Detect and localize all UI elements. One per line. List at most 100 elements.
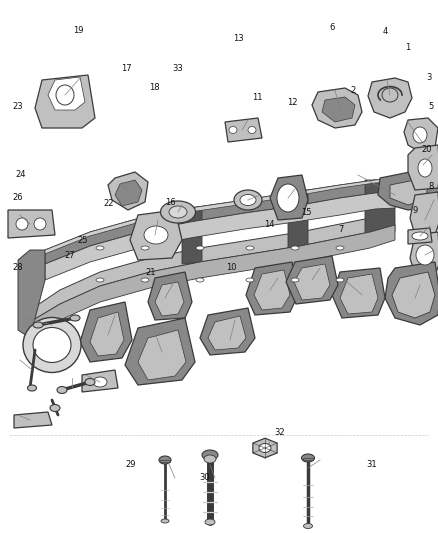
Polygon shape (368, 78, 412, 118)
Polygon shape (390, 180, 428, 205)
Ellipse shape (85, 378, 95, 385)
Polygon shape (246, 262, 298, 315)
Ellipse shape (234, 190, 262, 210)
Polygon shape (208, 316, 246, 350)
Ellipse shape (144, 226, 168, 244)
Text: 31: 31 (366, 461, 377, 469)
Ellipse shape (246, 246, 254, 250)
Text: 26: 26 (12, 193, 23, 201)
Polygon shape (8, 210, 55, 238)
Ellipse shape (50, 405, 60, 411)
Text: 2: 2 (350, 86, 355, 95)
Ellipse shape (277, 184, 299, 212)
Polygon shape (392, 272, 435, 318)
Text: 8: 8 (429, 182, 434, 191)
Ellipse shape (291, 246, 299, 250)
Ellipse shape (202, 450, 218, 460)
Polygon shape (30, 218, 395, 322)
Polygon shape (410, 192, 438, 235)
Text: 27: 27 (64, 252, 74, 260)
Polygon shape (410, 232, 438, 275)
Polygon shape (125, 318, 195, 385)
Polygon shape (35, 75, 95, 128)
Ellipse shape (70, 315, 80, 321)
Polygon shape (45, 192, 395, 280)
Ellipse shape (96, 246, 104, 250)
Ellipse shape (16, 218, 28, 230)
Text: 19: 19 (73, 27, 83, 35)
Text: 29: 29 (125, 461, 136, 469)
Ellipse shape (336, 278, 344, 282)
Ellipse shape (418, 159, 432, 177)
Ellipse shape (240, 195, 256, 206)
Polygon shape (30, 225, 395, 338)
Text: 22: 22 (103, 199, 114, 208)
Polygon shape (45, 180, 395, 264)
Text: 20: 20 (422, 145, 432, 154)
Ellipse shape (304, 523, 312, 529)
Ellipse shape (291, 278, 299, 282)
Ellipse shape (23, 318, 81, 373)
Ellipse shape (34, 218, 46, 230)
Polygon shape (14, 412, 52, 428)
Ellipse shape (259, 443, 271, 453)
Ellipse shape (141, 246, 149, 250)
Text: 11: 11 (252, 93, 263, 101)
Polygon shape (408, 145, 438, 190)
Text: 10: 10 (226, 263, 237, 272)
Text: 3: 3 (427, 73, 432, 82)
Ellipse shape (248, 126, 256, 133)
Polygon shape (365, 180, 395, 240)
Ellipse shape (204, 455, 216, 463)
Ellipse shape (96, 278, 104, 282)
Text: 33: 33 (172, 64, 183, 72)
Polygon shape (80, 302, 132, 362)
Ellipse shape (159, 456, 171, 464)
Text: 28: 28 (12, 263, 23, 272)
Polygon shape (253, 438, 277, 458)
Text: 1: 1 (405, 44, 410, 52)
Polygon shape (322, 97, 355, 122)
Text: 5: 5 (429, 102, 434, 111)
Text: 32: 32 (274, 429, 285, 437)
Ellipse shape (33, 322, 43, 328)
Polygon shape (270, 175, 308, 220)
Polygon shape (404, 118, 438, 152)
Polygon shape (294, 264, 330, 300)
Polygon shape (45, 178, 395, 254)
Polygon shape (332, 268, 385, 318)
Text: 6: 6 (329, 23, 335, 32)
Ellipse shape (57, 386, 67, 393)
Polygon shape (385, 262, 438, 325)
Polygon shape (286, 256, 338, 304)
Ellipse shape (169, 206, 187, 218)
Ellipse shape (28, 385, 36, 391)
Text: 4: 4 (383, 28, 388, 36)
Polygon shape (254, 270, 290, 310)
Ellipse shape (229, 126, 237, 133)
Text: 9: 9 (413, 206, 418, 215)
Ellipse shape (93, 377, 107, 387)
Text: 7: 7 (338, 225, 343, 233)
Text: 24: 24 (16, 171, 26, 179)
Polygon shape (340, 274, 378, 314)
Polygon shape (182, 207, 202, 264)
Ellipse shape (161, 519, 169, 523)
Polygon shape (108, 172, 148, 210)
Text: 17: 17 (121, 64, 131, 72)
Ellipse shape (205, 519, 215, 525)
Text: 23: 23 (12, 102, 23, 111)
Polygon shape (148, 272, 192, 320)
Polygon shape (138, 330, 186, 380)
Bar (303, 458, 313, 460)
Polygon shape (130, 210, 182, 260)
Text: 14: 14 (264, 221, 275, 229)
Text: 25: 25 (77, 237, 88, 245)
Text: 16: 16 (165, 198, 175, 207)
Polygon shape (378, 172, 438, 210)
Polygon shape (82, 370, 118, 392)
Text: 21: 21 (146, 269, 156, 277)
Polygon shape (288, 190, 308, 248)
Ellipse shape (336, 246, 344, 250)
Ellipse shape (301, 454, 314, 462)
